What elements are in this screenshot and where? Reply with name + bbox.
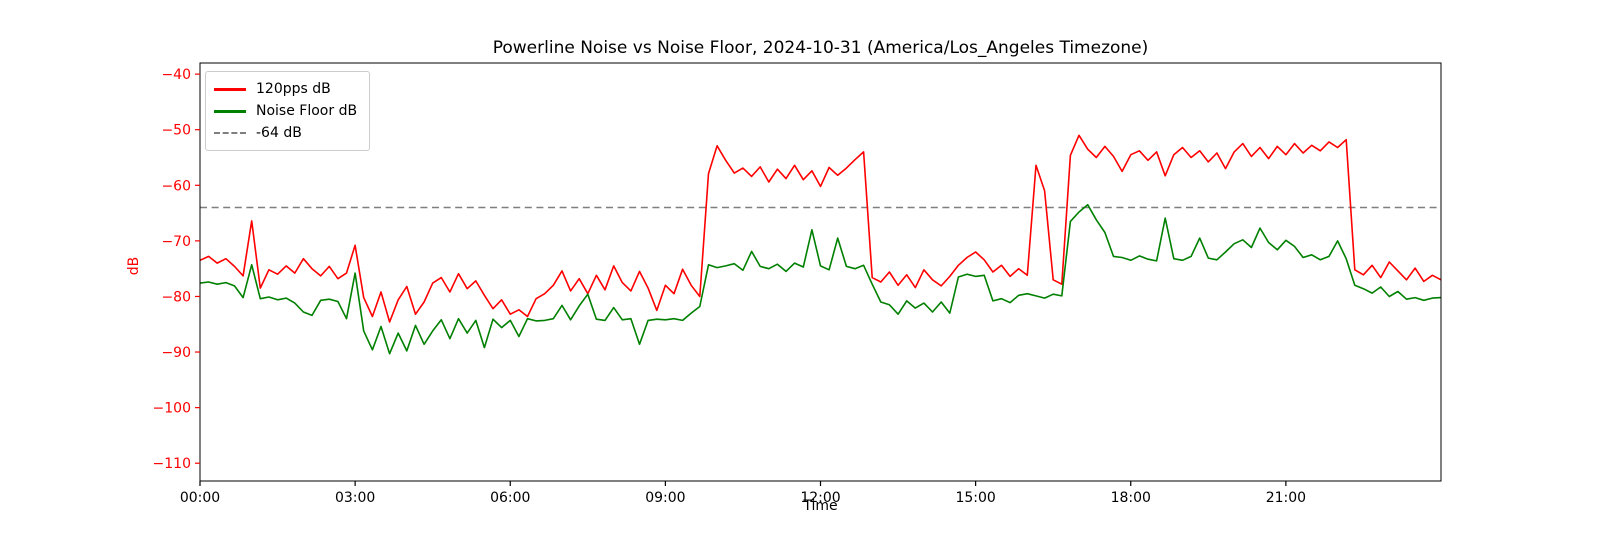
y-axis-label: dB [126, 256, 142, 276]
gray-dashed-line-sample-icon [214, 132, 246, 134]
y-tick-label: −40 [161, 67, 191, 83]
plot-border [199, 62, 1442, 482]
series-line-120pps [199, 134, 1442, 323]
x-tick-label: 15:00 [955, 490, 995, 506]
x-tick-label: 18:00 [1111, 490, 1151, 506]
y-tick-label: −70 [161, 234, 191, 250]
x-tick-label: 00:00 [180, 490, 220, 506]
x-tick-label: 06:00 [490, 490, 530, 506]
legend-label-120pps: 120pps dB [256, 81, 331, 97]
y-tick-label: −60 [161, 178, 191, 194]
green-line-sample-icon [214, 109, 246, 113]
x-tick-label: 03:00 [335, 490, 375, 506]
x-tick-label: 09:00 [645, 490, 685, 506]
x-axis-label: Time [803, 498, 838, 514]
legend-item-noise-floor: Noise Floor dB [214, 100, 357, 122]
y-tick-label: −80 [161, 289, 191, 305]
legend-item-120pps: 120pps dB [214, 78, 357, 100]
series-line-noise-floor [199, 203, 1442, 355]
y-tick-label: −50 [161, 123, 191, 139]
red-line-sample-icon [214, 87, 246, 91]
x-tick-label: 21:00 [1266, 490, 1306, 506]
x-tick-label: 12:00 [800, 490, 840, 506]
y-tick-label: −100 [153, 401, 191, 417]
legend: 120pps dB Noise Floor dB -64 dB [205, 71, 371, 151]
chart-title: Powerline Noise vs Noise Floor, 2024-10-… [492, 38, 1149, 58]
y-tick-label: −90 [161, 345, 191, 361]
legend-label-noise-floor: Noise Floor dB [256, 103, 358, 119]
legend-label-ref-64db: -64 dB [256, 125, 302, 141]
legend-item-ref-64db: -64 dB [214, 122, 357, 144]
y-tick-label: −110 [153, 456, 191, 472]
